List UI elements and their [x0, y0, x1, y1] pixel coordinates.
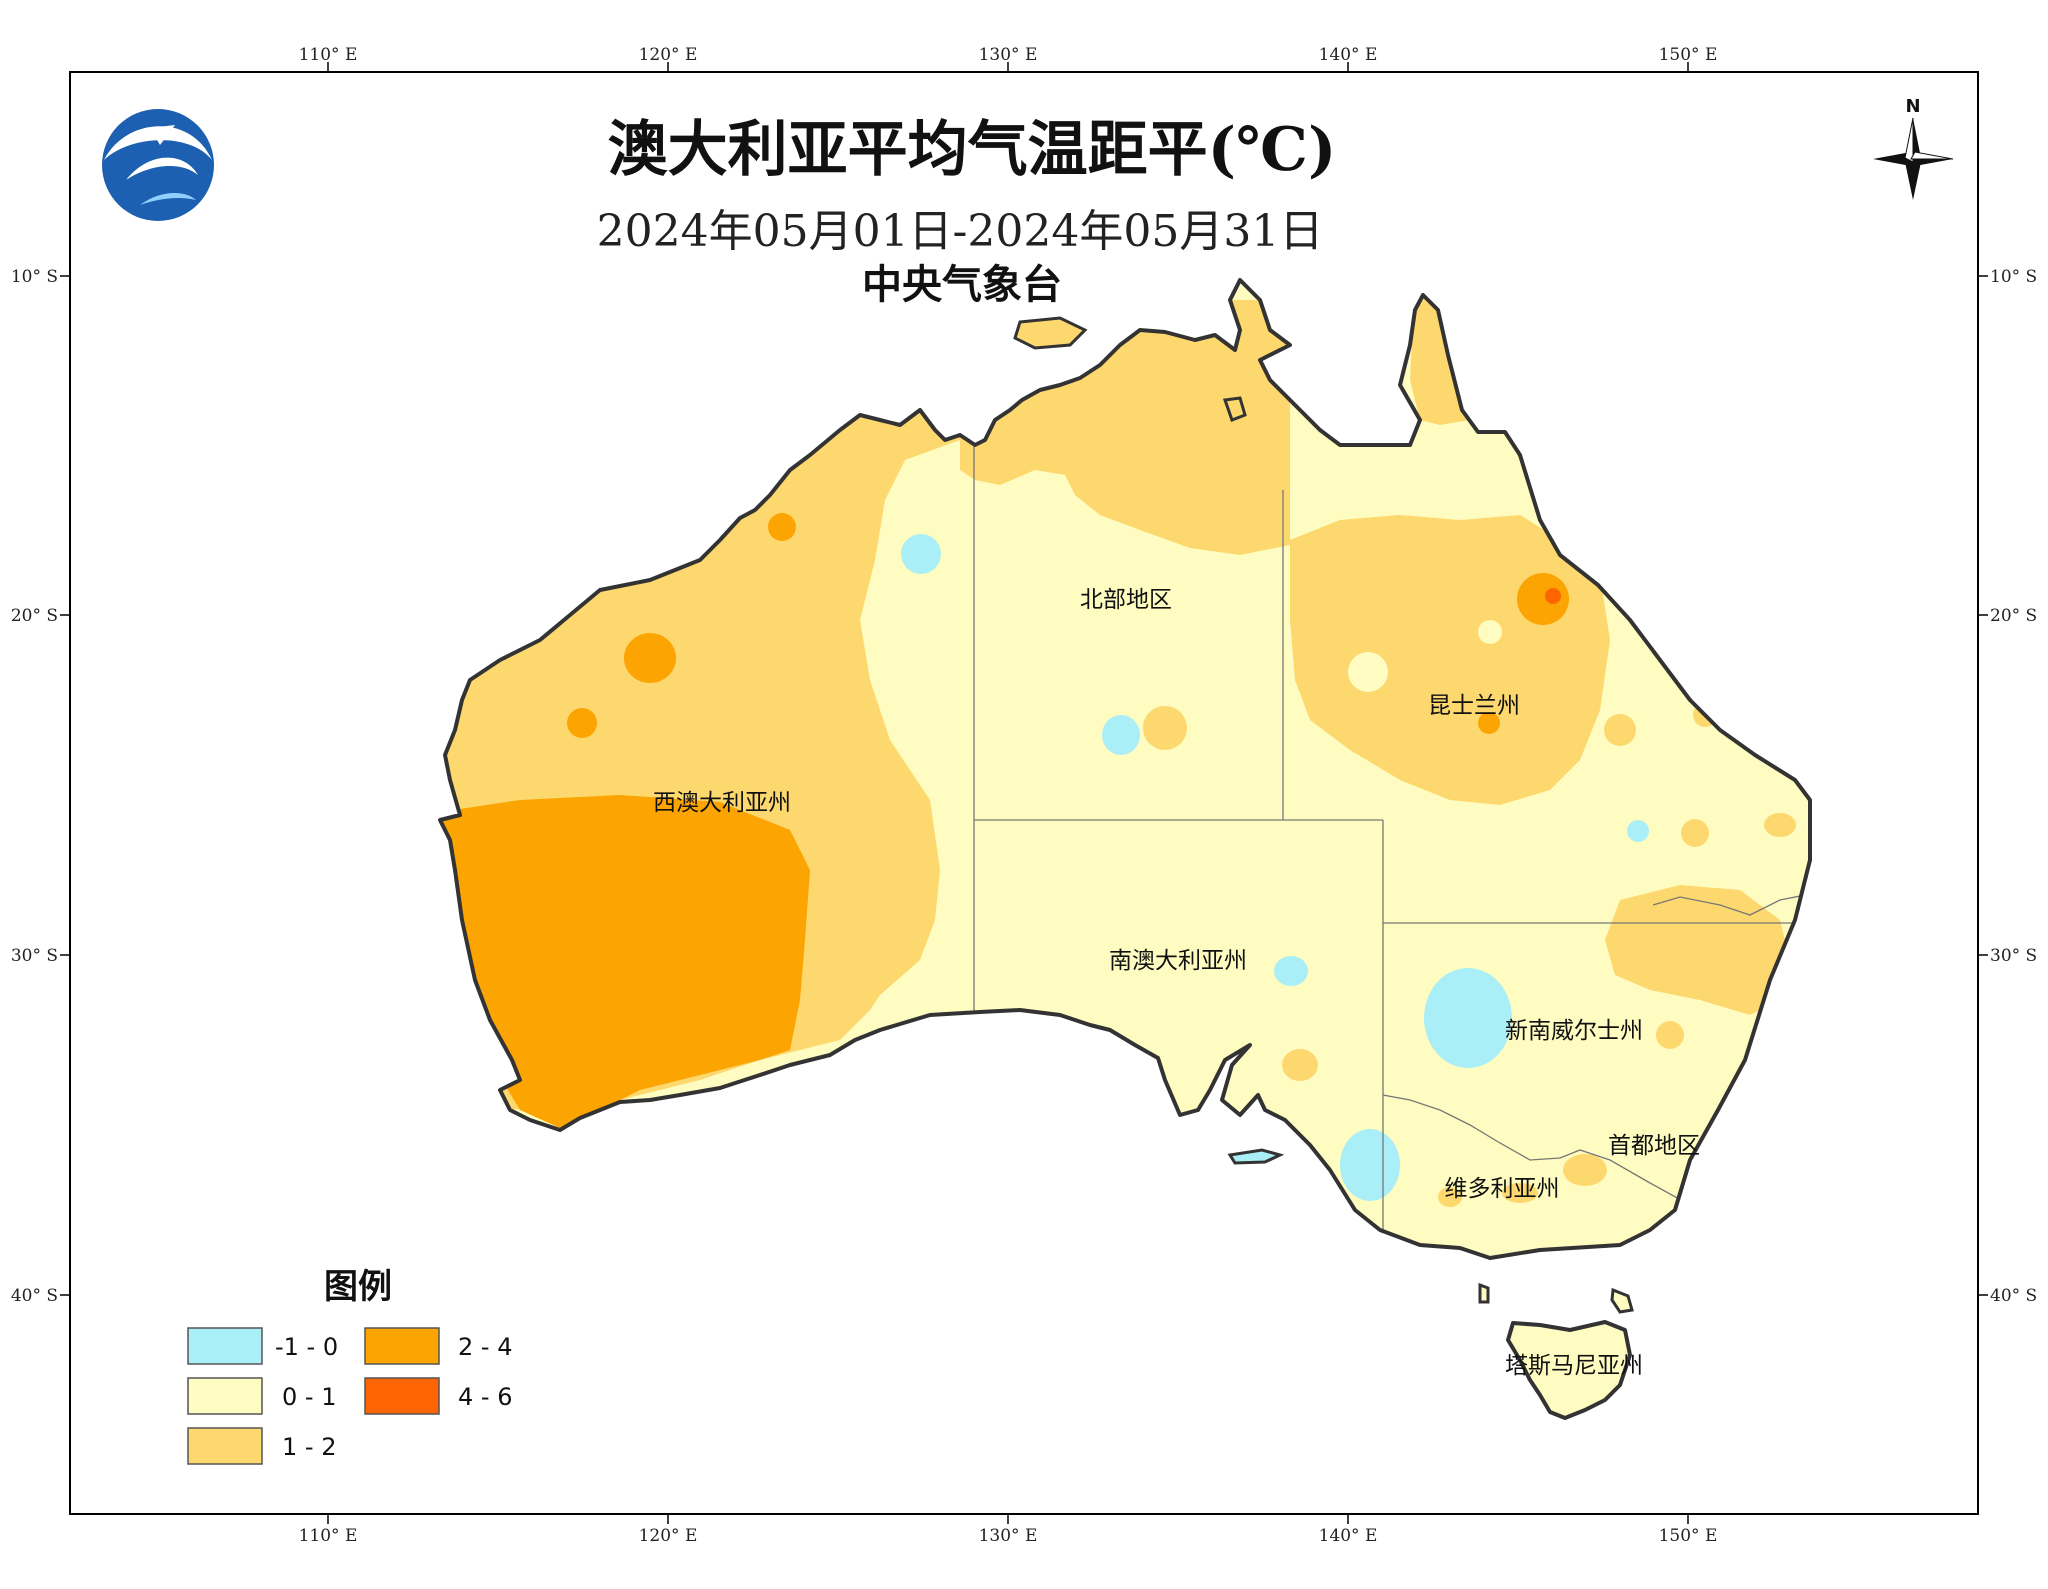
north-arrow-icon: N — [1873, 96, 1954, 200]
state-borders — [973, 440, 1810, 1230]
lon-tick-label-top: 130° E — [979, 45, 1038, 65]
legend-label: -1 - 0 — [275, 1333, 338, 1361]
region-label-qld: 昆士兰州 — [1428, 693, 1520, 719]
anomaly-spot-neg1-0 — [1340, 1129, 1400, 1201]
anomaly-spot-2-4 — [1478, 712, 1500, 734]
lat-ticks-right: 10° S 20° S 30° S 40° S — [1978, 267, 2037, 1306]
lon-tick-label-bottom: 120° E — [639, 1526, 698, 1546]
anomaly-spot-neg1-0 — [1102, 715, 1140, 755]
lat-ticks-left: 10° S 20° S 30° S 40° S — [11, 267, 70, 1306]
region-label-wa: 西澳大利亚州 — [653, 790, 791, 816]
lat-tick-label-right: 20° S — [1990, 606, 2037, 626]
lon-ticks-bottom: 110° E 120° E 130° E 140° E 150° E — [299, 1514, 1718, 1546]
lat-tick-label-left: 30° S — [11, 946, 58, 966]
cma-logo-icon — [102, 109, 214, 221]
date-range: 2024年05月01日-2024年05月31日 — [597, 206, 1324, 257]
anomaly-zone-1-2-cape-york — [1410, 290, 1470, 425]
lat-tick-label-right: 30° S — [1990, 946, 2037, 966]
lon-tick-label-bottom: 110° E — [299, 1526, 358, 1546]
anomaly-spot-2-4 — [1517, 573, 1569, 625]
tiwi-islands — [1013, 316, 1088, 350]
legend-label: 2 - 4 — [458, 1333, 512, 1361]
lon-tick-label-top: 120° E — [639, 45, 698, 65]
lon-tick-label-bottom: 150° E — [1659, 1526, 1718, 1546]
anomaly-spot-1-2 — [1764, 813, 1796, 837]
anomaly-spot-1-2 — [1656, 1021, 1684, 1049]
region-label-sa: 南澳大利亚州 — [1109, 948, 1247, 974]
anomaly-spot-1-2 — [1604, 714, 1636, 746]
region-label-vic: 维多利亚州 — [1445, 1176, 1560, 1202]
anomaly-spot-2-4 — [768, 513, 796, 541]
anomaly-spot-1-2 — [1502, 1183, 1538, 1203]
australia-coastline — [438, 278, 1812, 1260]
legend-swatch-0-1 — [187, 1377, 263, 1415]
region-label-nsw: 新南威尔士州 — [1505, 1018, 1643, 1044]
anomaly-spot-neg1-0 — [1627, 820, 1649, 842]
legend-swatch-neg1-0 — [187, 1327, 263, 1365]
tasmania-fill — [1506, 1320, 1632, 1420]
region-label-nt: 北部地区 — [1080, 587, 1172, 613]
anomaly-spot-1-2 — [1143, 706, 1187, 750]
lon-tick-label-top: 150° E — [1659, 45, 1718, 65]
anomaly-spot-neg1-0 — [1274, 956, 1308, 986]
anomaly-spot-0-1 — [1478, 620, 1502, 644]
lat-tick-label-right: 40° S — [1990, 1286, 2037, 1306]
lat-tick-label-left: 20° S — [11, 606, 58, 626]
anomaly-spot-2-4 — [567, 708, 597, 738]
anomaly-spot-4-6 — [1545, 588, 1561, 604]
legend-label: 4 - 6 — [458, 1383, 512, 1411]
kangaroo-island — [1227, 1148, 1285, 1165]
map-title: 澳大利亚平均气温距平(℃) — [608, 115, 1337, 185]
king-island — [1478, 1282, 1490, 1304]
legend-swatch-4-6 — [364, 1377, 440, 1415]
lon-tick-label-bottom: 130° E — [979, 1526, 1038, 1546]
anomaly-spot-2-4 — [624, 633, 676, 683]
legend-title: 图例 — [324, 1267, 392, 1307]
legend-swatch-1-2 — [187, 1427, 263, 1465]
lon-tick-label-top: 140° E — [1319, 45, 1378, 65]
anomaly-spot-1-2 — [1563, 1154, 1607, 1186]
lon-ticks-top: 110° E 120° E 130° E 140° E 150° E — [299, 45, 1718, 72]
lat-tick-label-right: 10° S — [1990, 267, 2037, 287]
anomaly-zone-1-2-nsw — [1605, 885, 1790, 1015]
legend-label: 1 - 2 — [282, 1433, 336, 1461]
lon-tick-label-bottom: 140° E — [1319, 1526, 1378, 1546]
anomaly-spot-1-2 — [1438, 1187, 1462, 1207]
organization-name: 中央气象台 — [862, 262, 1062, 308]
anomaly-spot-1-2 — [1681, 819, 1709, 847]
anomaly-spot-1-2 — [1282, 1049, 1318, 1081]
tas-small-island — [1610, 1287, 1634, 1314]
north-label: N — [1905, 96, 1920, 117]
region-label-tas: 塔斯马尼亚州 — [1505, 1353, 1643, 1379]
anomaly-spot-neg1-0 — [901, 534, 941, 574]
lat-tick-label-left: 10° S — [11, 267, 58, 287]
lon-tick-label-top: 110° E — [299, 45, 358, 65]
legend-swatch-2-4 — [364, 1327, 440, 1365]
legend: 图例 -1 - 0 0 - 1 1 - 2 2 - 4 4 - 6 — [187, 1267, 512, 1465]
region-label-act: 首都地区 — [1608, 1133, 1700, 1159]
legend-label: 0 - 1 — [282, 1383, 336, 1411]
groote-island — [1222, 396, 1247, 422]
anomaly-spot-neg1-0 — [1424, 968, 1512, 1068]
lat-tick-label-left: 40° S — [11, 1286, 58, 1306]
anomaly-spot-0-1 — [1348, 652, 1388, 692]
anomaly-zone-2-4-southwest — [440, 795, 810, 1128]
